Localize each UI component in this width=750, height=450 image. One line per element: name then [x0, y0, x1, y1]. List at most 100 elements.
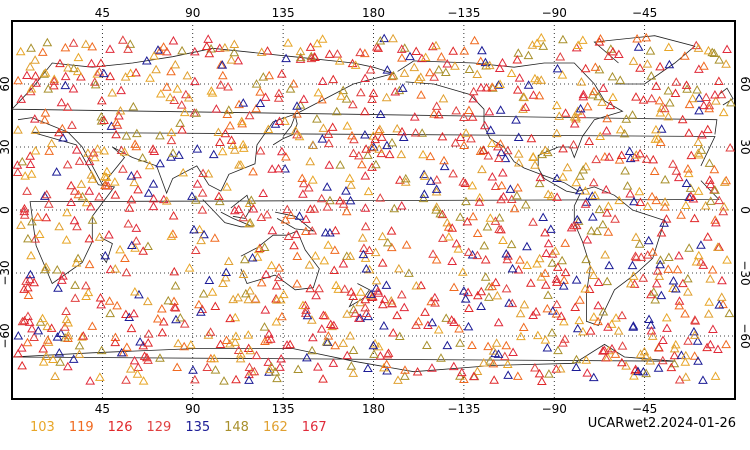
station-marker [669, 358, 680, 368]
station-marker [558, 34, 568, 44]
station-marker [429, 109, 439, 118]
station-marker [684, 99, 695, 109]
station-marker [682, 273, 693, 283]
station-marker [85, 201, 96, 211]
station-marker [711, 96, 721, 105]
left-lat-tick-label: 30 [0, 139, 12, 154]
station-marker [493, 349, 504, 358]
station-marker [324, 49, 335, 58]
station-marker [581, 254, 591, 264]
station-marker [424, 67, 435, 77]
station-marker [361, 144, 371, 153]
station-marker [298, 300, 308, 309]
station-marker [661, 214, 672, 223]
station-marker [496, 194, 506, 204]
station-marker [382, 237, 393, 247]
station-marker [196, 235, 206, 245]
station-marker [124, 203, 135, 212]
station-marker [448, 46, 459, 55]
station-marker [221, 267, 232, 277]
station-marker [654, 343, 664, 352]
station-marker [377, 299, 388, 309]
station-marker [13, 331, 24, 340]
station-marker [282, 340, 292, 349]
station-marker [273, 272, 284, 282]
station-marker [534, 253, 545, 263]
station-marker [308, 175, 318, 184]
station-marker [540, 335, 551, 344]
station-marker [681, 200, 691, 210]
legend-item: 135 [185, 420, 211, 435]
station-marker [350, 60, 361, 69]
station-marker [125, 39, 136, 48]
station-marker [333, 284, 344, 293]
legend: 103 119 126 129 135 148 162 167 [30, 416, 341, 435]
station-marker [508, 347, 518, 357]
station-marker [77, 332, 87, 341]
station-marker [615, 75, 626, 84]
station-marker [411, 281, 422, 290]
station-marker [631, 252, 642, 262]
station-marker [62, 102, 73, 111]
station-marker [534, 178, 545, 188]
station-marker [399, 68, 410, 77]
station-marker [493, 317, 504, 327]
station-marker [472, 69, 483, 79]
station-marker [588, 177, 599, 187]
station-marker [540, 227, 550, 237]
station-marker [542, 342, 553, 352]
bottom-longitude-ticks: 45 90 135 180 −135 −90 −45 [95, 402, 658, 416]
station-marker [475, 146, 486, 156]
station-marker [462, 216, 473, 226]
right-lat-tick-label: 0 [738, 206, 750, 214]
station-marker [168, 148, 178, 157]
station-marker [295, 54, 306, 63]
station-marker [234, 160, 244, 169]
station-marker [238, 139, 249, 149]
station-marker [215, 80, 226, 89]
station-marker [220, 128, 231, 138]
station-marker [74, 349, 85, 358]
station-marker [198, 168, 208, 178]
station-marker [590, 62, 601, 71]
station-marker [580, 284, 591, 293]
station-marker [416, 53, 427, 63]
station-marker [307, 140, 318, 149]
station-marker [12, 167, 23, 177]
station-marker [19, 210, 30, 219]
station-marker [536, 32, 547, 42]
station-marker [253, 244, 264, 254]
station-marker [398, 132, 409, 141]
station-marker [55, 357, 66, 366]
station-marker [382, 65, 393, 74]
station-marker [179, 107, 190, 117]
station-marker [40, 264, 51, 274]
station-marker [86, 170, 97, 179]
station-marker [663, 264, 674, 273]
station-marker [324, 160, 335, 169]
station-marker [43, 84, 54, 93]
station-marker [681, 178, 692, 187]
station-marker [636, 252, 647, 261]
station-marker [74, 340, 85, 350]
station-marker [625, 189, 636, 198]
station-marker [659, 103, 670, 113]
station-marker [703, 309, 714, 318]
station-marker [38, 343, 49, 353]
station-marker [604, 260, 615, 270]
station-marker [13, 348, 23, 358]
station-marker [367, 162, 377, 171]
station-marker [30, 125, 41, 134]
station-marker [249, 366, 260, 376]
station-marker [594, 64, 605, 74]
station-marker [638, 95, 649, 104]
station-marker [413, 74, 424, 84]
station-marker [220, 272, 231, 282]
station-marker [17, 316, 28, 326]
station-marker [364, 264, 375, 274]
station-marker [235, 353, 246, 363]
station-marker [125, 364, 136, 373]
station-marker [339, 284, 350, 293]
station-marker [69, 215, 80, 225]
station-marker [427, 317, 438, 327]
